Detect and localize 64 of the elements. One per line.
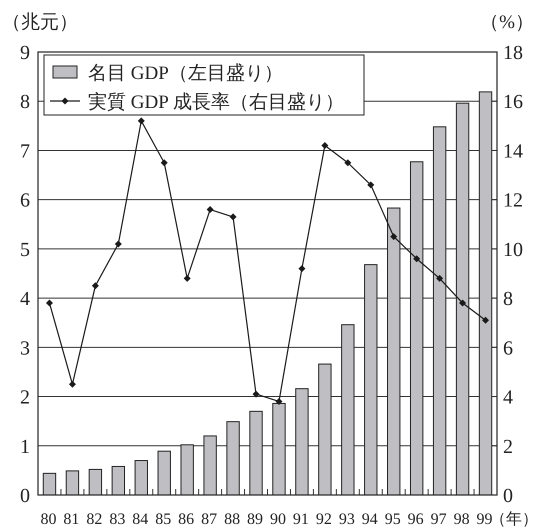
x-tick-label: 91 <box>292 511 309 528</box>
y-tick-label: 4 <box>20 288 30 310</box>
y2-tick-label: 16 <box>503 91 523 114</box>
x-tick-label: 97 <box>430 511 447 528</box>
point <box>92 282 99 290</box>
point <box>230 213 237 220</box>
x-tick-label: 90 <box>270 511 286 528</box>
x-tick-label: 87 <box>201 511 218 528</box>
x-tick-label: 82 <box>86 511 102 528</box>
y-tick-label: 9 <box>20 42 30 64</box>
y-tick-label: 7 <box>20 140 30 162</box>
y2-tick-label: 12 <box>503 190 523 212</box>
y2-tick-label: 10 <box>503 238 523 261</box>
y-tick-label: 5 <box>20 238 30 261</box>
x-tick-label: 99 <box>476 511 493 528</box>
x-tick-label: 93 <box>338 511 355 528</box>
x-tick-label: 83 <box>109 511 126 528</box>
point <box>184 274 191 282</box>
point <box>46 300 53 307</box>
x-tick-label: 98 <box>454 511 470 528</box>
legend-label: 実質 GDP 成長率（右目盛り） <box>88 91 344 113</box>
point <box>390 233 398 240</box>
y-tick-label: 6 <box>20 190 30 212</box>
point <box>114 240 122 248</box>
x-tick-label: 95 <box>384 511 401 528</box>
x-tick-label: 94 <box>362 511 378 528</box>
point <box>459 300 466 307</box>
y2-tick-label: 18 <box>503 42 523 64</box>
y-axis-title: （兆元） <box>2 12 78 33</box>
point <box>252 390 260 398</box>
x-tick-label: 86 <box>178 511 194 528</box>
y2-tick-label: 14 <box>503 140 523 162</box>
y2-tick-label: 4 <box>503 386 513 409</box>
y2-tick-label: 0 <box>503 485 513 507</box>
x-tick-label: 89 <box>247 511 264 528</box>
point <box>298 265 306 272</box>
y2-tick-label: 8 <box>503 288 513 310</box>
point <box>436 274 444 282</box>
legend-label: 名目 GDP（左目盛り） <box>88 63 283 84</box>
x-tick-label: 85 <box>155 511 172 528</box>
point <box>482 316 490 324</box>
point <box>206 206 214 214</box>
point <box>68 380 76 388</box>
y-tick-label: 1 <box>20 436 30 458</box>
y2-tick-label: 6 <box>503 337 513 360</box>
point <box>275 398 282 405</box>
point <box>160 159 168 166</box>
y-tick-label: 3 <box>20 337 30 360</box>
y-tick-label: 8 <box>20 91 30 114</box>
x-tick-label: 81 <box>63 511 80 528</box>
point <box>321 142 328 150</box>
point <box>367 181 374 188</box>
x-tick-label: 96 <box>408 511 424 528</box>
y-tick-label: 0 <box>20 485 30 507</box>
point <box>413 255 420 262</box>
point <box>344 159 352 166</box>
x-tick-label: 88 <box>224 511 240 528</box>
y2-axis-title: （%） <box>480 12 534 33</box>
y-tick-label: 2 <box>20 386 30 409</box>
x-tick-label: 80 <box>40 511 56 528</box>
y2-tick-label: 2 <box>503 436 513 458</box>
x-tick-label: 92 <box>316 511 332 528</box>
x-tick-label: 84 <box>132 511 148 528</box>
point <box>138 117 145 124</box>
